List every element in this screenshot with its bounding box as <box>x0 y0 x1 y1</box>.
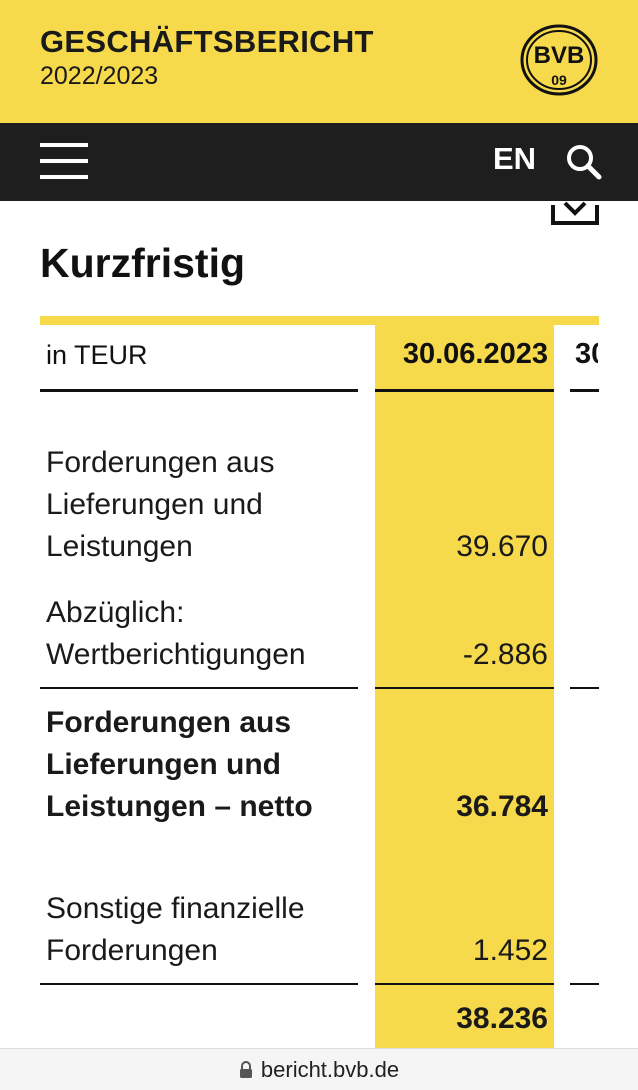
row-divider <box>570 983 599 985</box>
report-year: 2022/2023 <box>40 62 159 90</box>
column-header-current: 30.06.2023 <box>402 338 548 370</box>
logo-text: BVB <box>534 42 585 69</box>
browser-address-bar[interactable]: bericht.bvb.de <box>0 1048 638 1090</box>
unit-label: in TEUR <box>46 340 148 370</box>
search-icon[interactable] <box>565 143 603 181</box>
table-row-value: 39.670 <box>456 530 548 563</box>
table-row-label: Abzüglich: Wertberichtigungen <box>46 596 306 671</box>
table-row-value: 1.452 <box>472 934 548 967</box>
url-text: bericht.bvb.de <box>260 1057 400 1082</box>
row-divider <box>375 983 554 985</box>
row-divider <box>40 687 358 689</box>
table-row-value: 36.784 <box>456 790 548 823</box>
table-row-value: -2.886 <box>462 638 548 671</box>
table-row-label: Sonstige finanzielle Forderungen <box>46 892 305 967</box>
language-switch[interactable]: EN <box>493 141 537 176</box>
table-row-label: Forderungen aus Lieferungen und Leistung… <box>46 446 275 563</box>
header-divider <box>570 389 599 392</box>
download-icon[interactable] <box>550 201 600 227</box>
lock-icon <box>239 1061 252 1078</box>
bvb-logo[interactable]: BVB 09 <box>520 24 598 96</box>
nav-bar: EN <box>0 123 638 201</box>
row-divider <box>40 983 358 985</box>
report-title: GESCHÄFTSBERICHT <box>40 24 374 59</box>
report-header: GESCHÄFTSBERICHT 2022/2023 BVB 09 <box>0 0 638 123</box>
section-title: Kurzfristig <box>40 240 245 286</box>
url-display[interactable]: bericht.bvb.de <box>0 1057 638 1083</box>
header-divider <box>375 389 554 392</box>
table-row-label: Forderungen aus Lieferungen und Leistung… <box>46 706 313 823</box>
table-row-value: 38.236 <box>456 1002 548 1035</box>
logo-number: 09 <box>551 72 567 88</box>
row-divider <box>570 687 599 689</box>
column-header-previous: 30 <box>575 338 598 370</box>
menu-icon[interactable] <box>40 143 90 181</box>
table-top-accent <box>40 316 599 325</box>
row-divider <box>375 687 554 689</box>
header-divider <box>40 389 358 392</box>
